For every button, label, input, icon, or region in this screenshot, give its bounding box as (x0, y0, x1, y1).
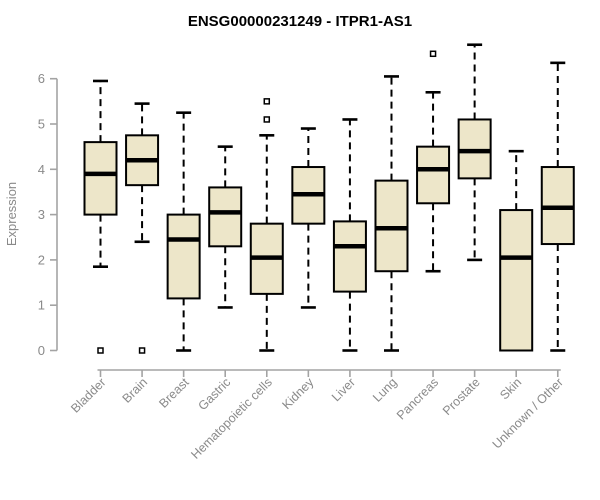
iqr-box (166, 213, 201, 300)
x-tick-label: Unknown / Other (490, 375, 566, 451)
x-tick-label: Kidney (280, 375, 317, 412)
iqr-box (374, 179, 409, 273)
x-tick-label: Breast (156, 375, 192, 411)
x-tick-label: Skin (497, 375, 524, 402)
outlier-point (429, 50, 437, 58)
y-axis: 0 1 2 3 4 5 6 (38, 71, 58, 358)
x-tick-label: Brain (120, 375, 151, 406)
x-tick-label: Hematopoietic cells (188, 375, 275, 462)
iqr-box (540, 166, 575, 246)
y-tick-label: 5 (38, 117, 45, 132)
box-brain (125, 102, 160, 354)
y-tick-label: 1 (38, 298, 45, 313)
outlier-point (263, 98, 271, 105)
box-prostate (457, 43, 492, 262)
y-tick-label: 2 (38, 252, 45, 267)
box-breast (166, 111, 201, 352)
outlier-point (97, 347, 104, 354)
iqr-box (208, 186, 243, 248)
iqr-box (499, 209, 534, 352)
iqr-box (332, 220, 367, 293)
x-tick-label: Bladder (68, 375, 108, 415)
iqr-box (83, 141, 118, 216)
y-tick-label: 3 (38, 207, 45, 222)
y-tick-label: 0 (38, 343, 45, 358)
box-hematopoietic-cells (249, 98, 284, 352)
x-tick-label: Liver (329, 375, 358, 404)
iqr-box (457, 118, 492, 180)
x-tick-label: Lung (370, 375, 400, 405)
iqr-box (416, 145, 451, 205)
x-tick-label: Pancreas (394, 375, 441, 422)
x-tick-label: Prostate (440, 375, 483, 418)
box-gastric (208, 145, 243, 309)
outlier-point (263, 116, 271, 123)
box-liver (332, 118, 367, 352)
y-axis-label: Expression (4, 182, 19, 246)
box-unknown-other (540, 61, 575, 352)
x-tick-label: Gastric (195, 375, 233, 413)
y-tick-label: 6 (38, 71, 45, 86)
chart-title: ENSG00000231249 - ITPR1-AS1 (188, 13, 412, 30)
box-lung (374, 75, 409, 352)
y-tick-label: 4 (38, 162, 45, 177)
box-series (83, 43, 575, 354)
box-kidney (291, 127, 326, 309)
outlier-point (138, 347, 146, 354)
box-bladder (83, 79, 118, 354)
box-skin (499, 149, 534, 352)
box-pancreas (416, 50, 451, 273)
